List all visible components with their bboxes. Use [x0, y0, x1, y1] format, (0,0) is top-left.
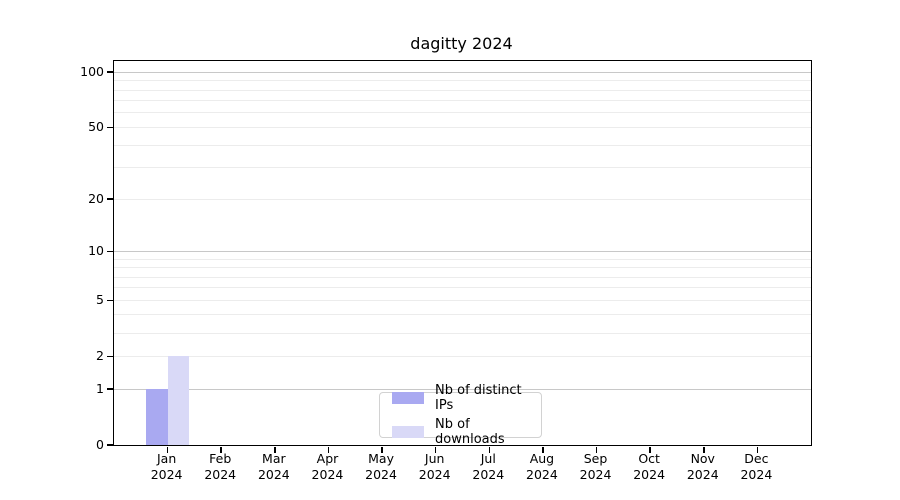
- y-axis-tick: [106, 250, 113, 253]
- x-tick-year: 2024: [740, 467, 773, 482]
- minor-gridline: [114, 355, 811, 357]
- x-tick-label: Jan 2024: [136, 451, 198, 483]
- x-axis-tick: [220, 446, 222, 453]
- x-axis-tick: [756, 446, 759, 453]
- minor-gridline: [114, 287, 811, 289]
- bar-downloads: [167, 356, 190, 445]
- minor-gridline: [114, 276, 811, 278]
- x-axis-tick: [649, 446, 651, 453]
- x-tick-label: Oct 2024: [618, 451, 680, 483]
- x-tick-month: Dec: [744, 451, 769, 466]
- x-tick-label: Mar 2024: [243, 451, 305, 483]
- x-tick-month: Sep: [583, 451, 608, 466]
- x-tick-label: Sep 2024: [565, 451, 627, 483]
- x-tick-label: Jul 2024: [457, 451, 519, 483]
- major-gridline: [114, 388, 811, 390]
- x-tick-month: Aug: [529, 451, 555, 466]
- x-tick-month: Apr: [316, 451, 339, 466]
- x-axis-tick: [434, 446, 437, 453]
- y-tick-label: 0: [96, 436, 104, 452]
- x-axis-tick: [542, 446, 544, 453]
- x-tick-month: Jun: [424, 451, 445, 466]
- major-gridline: [114, 71, 811, 73]
- legend-entry: Nb of distinct IPs: [392, 383, 541, 413]
- x-tick-month: Oct: [638, 451, 660, 466]
- minor-gridline: [114, 112, 811, 114]
- x-tick-label: Aug 2024: [511, 451, 573, 483]
- x-axis-tick: [274, 446, 276, 453]
- x-tick-label: Feb 2024: [189, 451, 251, 483]
- minor-gridline: [114, 299, 811, 301]
- x-axis-tick: [327, 446, 330, 453]
- x-tick-year: 2024: [365, 467, 397, 482]
- x-tick-year: 2024: [472, 467, 505, 482]
- y-tick-label: 20: [88, 190, 104, 206]
- minor-gridline: [114, 314, 811, 316]
- y-tick-label: 50: [88, 118, 104, 134]
- minor-gridline: [114, 267, 811, 268]
- y-axis-tick: [106, 299, 113, 301]
- minor-gridline: [114, 167, 811, 169]
- x-tick-label: Apr 2024: [296, 451, 358, 483]
- x-axis-tick: [166, 446, 169, 453]
- x-tick-label: May 2024: [350, 451, 412, 483]
- x-tick-month: Jul: [480, 451, 496, 466]
- y-axis-tick: [106, 126, 113, 129]
- x-tick-label: Nov 2024: [672, 451, 734, 483]
- y-axis-tick: [106, 355, 113, 357]
- x-tick-year: 2024: [150, 467, 183, 482]
- minor-gridline: [114, 258, 811, 260]
- x-tick-year: 2024: [311, 467, 344, 482]
- x-tick-month: Feb: [209, 451, 232, 466]
- y-axis-tick: [106, 388, 113, 390]
- x-tick-year: 2024: [526, 467, 558, 482]
- minor-gridline: [114, 144, 811, 146]
- x-axis-tick: [595, 446, 598, 453]
- x-tick-month: Nov: [690, 451, 715, 466]
- x-tick-month: May: [368, 451, 394, 466]
- x-tick-year: 2024: [204, 467, 237, 482]
- legend-entry: Nb of downloads: [392, 417, 541, 447]
- x-tick-year: 2024: [633, 467, 666, 482]
- minor-gridline: [114, 198, 811, 200]
- legend-swatch: [392, 426, 424, 438]
- y-axis-tick: [106, 444, 113, 446]
- legend-swatch: [392, 392, 424, 404]
- minor-gridline: [114, 80, 811, 82]
- y-tick-label: 100: [80, 63, 104, 79]
- x-tick-year: 2024: [418, 467, 451, 482]
- x-axis-tick: [381, 446, 383, 453]
- chart-title: dagitty 2024: [410, 34, 513, 53]
- minor-gridline: [114, 100, 811, 102]
- x-axis-tick: [488, 446, 491, 453]
- plot-area: [106, 60, 812, 453]
- x-tick-year: 2024: [579, 467, 612, 482]
- bar-distinct-ips: [146, 389, 168, 445]
- x-tick-label: Jun 2024: [404, 451, 466, 483]
- x-tick-year: 2024: [257, 467, 290, 482]
- minor-gridline: [114, 126, 811, 128]
- x-axis-tick: [703, 446, 705, 453]
- minor-gridline: [114, 332, 811, 334]
- y-tick-label: 1: [96, 380, 104, 396]
- y-axis-tick: [106, 198, 113, 200]
- x-tick-label: Dec 2024: [725, 451, 787, 483]
- minor-gridline: [114, 89, 811, 91]
- x-tick-year: 2024: [686, 467, 719, 482]
- x-tick-month: Mar: [262, 451, 286, 466]
- y-tick-label: 5: [96, 291, 104, 307]
- y-tick-label: 2: [96, 347, 104, 363]
- major-gridline: [114, 250, 811, 252]
- legend-label: Nb of distinct IPs: [435, 383, 522, 413]
- y-tick-label: 10: [88, 242, 104, 258]
- legend: Nb of distinct IPs Nb of downloads: [379, 383, 542, 447]
- y-axis-tick: [106, 71, 113, 73]
- legend-label: Nb of downloads: [435, 417, 505, 447]
- x-tick-month: Jan: [156, 451, 177, 466]
